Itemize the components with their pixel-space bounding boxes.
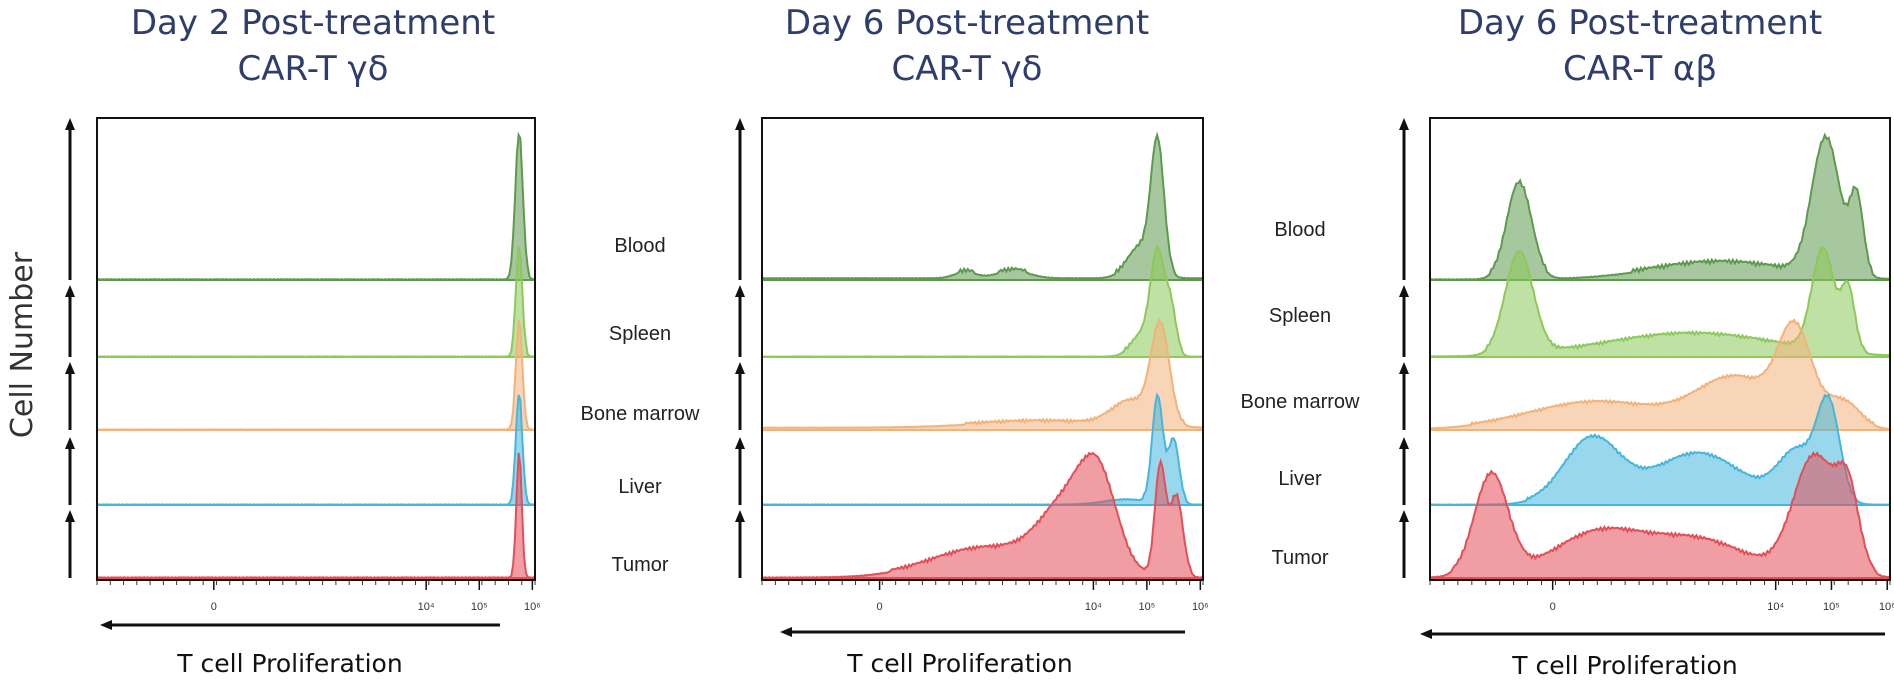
panel-title-line1: Day 6 Post-treatment: [785, 3, 1149, 43]
row-label-spleen: Spleen: [609, 323, 671, 345]
x-arrow-head: [100, 620, 112, 630]
panel-title-line2: CAR-T γδ: [238, 49, 389, 89]
x-tick-label: 10⁴: [418, 601, 435, 613]
y-arrow-head: [1399, 437, 1409, 449]
y-arrow-head: [1399, 510, 1409, 522]
y-arrow-head: [1399, 285, 1409, 297]
row-labels-left: Blood Spleen Bone marrow Liver Tumor: [581, 235, 700, 576]
x-axis-label: T cell Proliferation: [176, 649, 402, 678]
row-label-tumor: Tumor: [1271, 547, 1328, 569]
plot-frame: [1429, 117, 1891, 581]
y-arrow-head: [735, 510, 745, 522]
plot-frame: [96, 117, 536, 581]
x-tick-label: 0: [1550, 601, 1556, 613]
x-tick-label: 10⁶: [524, 601, 541, 613]
x-arrow-head: [780, 627, 792, 637]
histogram-tumor: [1429, 451, 1891, 579]
histogram-spleen: [96, 246, 536, 359]
panel-day2-gd: Day 2 Post-treatment CAR-T γδ 0 10⁴ 10⁵ 10⁶…: [65, 3, 541, 678]
y-arrow-head: [735, 285, 745, 297]
plot-area: 0 10⁴ 10⁵ 10⁶: [735, 117, 1209, 637]
y-arrow-head: [735, 118, 745, 130]
row-label-liver: Liver: [618, 476, 662, 498]
panel-title-line1: Day 2 Post-treatment: [131, 3, 495, 43]
x-tick-label: 10⁵: [1138, 601, 1155, 613]
y-axis-label: Cell Number: [5, 251, 40, 438]
histogram-blood: [1429, 132, 1891, 281]
y-arrow-head: [1399, 118, 1409, 130]
plot-frame: [761, 117, 1204, 581]
histogram-tumor: [96, 452, 536, 580]
x-axis-label: T cell Proliferation: [846, 649, 1072, 678]
y-arrow-head: [65, 510, 75, 522]
panel-title-line1: Day 6 Post-treatment: [1458, 3, 1822, 43]
x-tick-label: 10⁵: [1823, 601, 1840, 613]
row-label-blood: Blood: [614, 235, 665, 257]
histogram-bone-marrow: [1429, 318, 1891, 431]
panel-day6-ab: Day 6 Post-treatment CAR-T αβ 0 10⁴ 10⁵ 10⁶…: [1399, 3, 1894, 680]
x-tick-label: 10⁵: [471, 601, 488, 613]
x-tick-label: 0: [877, 601, 883, 613]
y-arrow-head: [65, 362, 75, 374]
x-tick-label: 0: [211, 601, 217, 613]
x-tick-label: 10⁴: [1767, 601, 1784, 613]
histogram-liver: [96, 394, 536, 507]
x-arrow-head: [1420, 629, 1432, 639]
y-arrow-head: [65, 118, 75, 130]
histogram-spleen: [1429, 245, 1891, 358]
histogram-blood: [761, 131, 1204, 281]
plot-area: 0 10⁴ 10⁵ 10⁶: [65, 117, 541, 630]
row-label-bone-marrow: Bone marrow: [581, 403, 700, 425]
histogram-bone-marrow: [96, 319, 536, 432]
histogram-tumor: [761, 451, 1204, 579]
panel-title-line2: CAR-T γδ: [892, 49, 1043, 89]
row-label-tumor: Tumor: [611, 554, 668, 576]
x-tick-label: 10⁶: [1879, 601, 1894, 613]
histogram-blood: [96, 131, 536, 282]
row-labels-right: Blood Spleen Bone marrow Liver Tumor: [1241, 219, 1360, 569]
y-arrow-head: [735, 362, 745, 374]
x-axis-label: T cell Proliferation: [1511, 651, 1737, 680]
y-arrow-head: [65, 285, 75, 297]
x-tick-label: 10⁴: [1085, 601, 1102, 613]
x-tick-label: 10⁶: [1192, 601, 1209, 613]
panel-day6-gd: Day 6 Post-treatment CAR-T γδ 0 10⁴ 10⁵ 10⁶…: [735, 3, 1209, 678]
panel-title-line2: CAR-T αβ: [1563, 49, 1717, 89]
y-arrow-head: [735, 437, 745, 449]
y-arrow-head: [1399, 362, 1409, 374]
row-label-bone-marrow: Bone marrow: [1241, 391, 1360, 413]
row-label-spleen: Spleen: [1269, 305, 1331, 327]
row-label-blood: Blood: [1274, 219, 1325, 241]
plot-area: 0 10⁴ 10⁵ 10⁶: [1399, 117, 1894, 639]
y-arrow-head: [65, 437, 75, 449]
row-label-liver: Liver: [1278, 468, 1322, 490]
